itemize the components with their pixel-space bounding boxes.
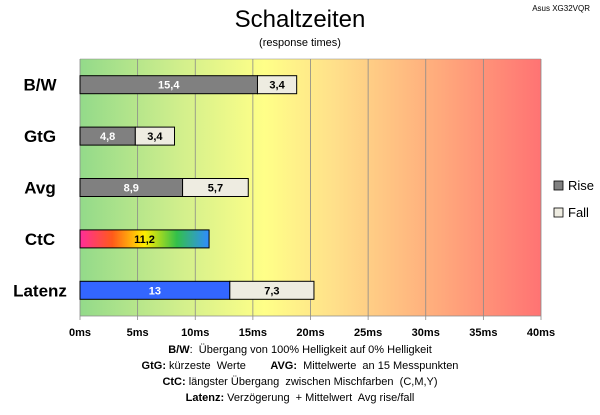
legend-label-rise: Rise	[568, 178, 594, 193]
chart-title: Schaltzeiten	[235, 6, 366, 33]
x-tick-label: 30ms	[412, 327, 440, 339]
note-line: CtC: längster Übergang zwischen Mischfar…	[162, 376, 437, 388]
legend-swatch-rise	[553, 180, 564, 191]
data-label-rise: 8,9	[124, 183, 139, 195]
x-tick-label: 5ms	[127, 327, 149, 339]
explanatory-notes: B/W: Übergang von 100% Helligkeit auf 0%…	[142, 344, 459, 404]
legend-swatch-fall	[553, 207, 564, 218]
legend-label-fall: Fall	[568, 205, 589, 220]
category-label: CtC	[25, 230, 55, 249]
x-tick-label: 25ms	[354, 327, 382, 339]
category-label: B/W	[23, 76, 57, 95]
chart-subtitle: (response times)	[259, 37, 341, 49]
x-tick-label: 15ms	[239, 327, 267, 339]
x-tick-label: 35ms	[469, 327, 497, 339]
x-tick-label: 40ms	[527, 327, 555, 339]
category-labels: B/W GtG Avg CtC Latenz	[13, 76, 67, 301]
x-tick-label: 20ms	[296, 327, 324, 339]
data-label-fall: 3,4	[269, 80, 285, 92]
note-line: B/W: Übergang von 100% Helligkeit auf 0%…	[168, 344, 432, 356]
bar-fall	[182, 178, 249, 197]
category-label: GtG	[24, 127, 56, 146]
x-tick-label: 10ms	[181, 327, 209, 339]
data-label-rise: 13	[149, 285, 161, 297]
bar-fall	[229, 280, 315, 300]
bar-fall	[256, 75, 298, 95]
bar-rise	[79, 229, 210, 249]
data-label-fall: 3,4	[147, 131, 163, 143]
bar-fall	[134, 126, 176, 146]
category-label: Latenz	[13, 281, 67, 300]
note-line: Latenz: Verzögerung + Mittelwert Avg ris…	[186, 392, 415, 404]
bars-group: 15,4 3,4 4,8 3,4 8,9 5,7 11,2 13 7,3	[79, 75, 315, 300]
data-label-rise: 11,2	[134, 234, 155, 246]
legend: Rise Fall	[553, 178, 594, 220]
x-tick-labels: 0ms 5ms 10ms 15ms 20ms 25ms 30ms 35ms 40ms	[69, 327, 555, 339]
data-label-rise: 4,8	[100, 131, 115, 143]
monitor-model-label: Asus XG32VQR	[532, 4, 590, 13]
note-line: GtG: kürzeste Werte AVG: Mittelwerte an …	[142, 360, 459, 372]
data-label-fall: 7,3	[264, 285, 279, 297]
data-label-fall: 5,7	[208, 183, 223, 195]
category-label: Avg	[24, 179, 56, 198]
x-tick-label: 0ms	[69, 327, 91, 339]
data-label-rise: 15,4	[158, 80, 180, 92]
